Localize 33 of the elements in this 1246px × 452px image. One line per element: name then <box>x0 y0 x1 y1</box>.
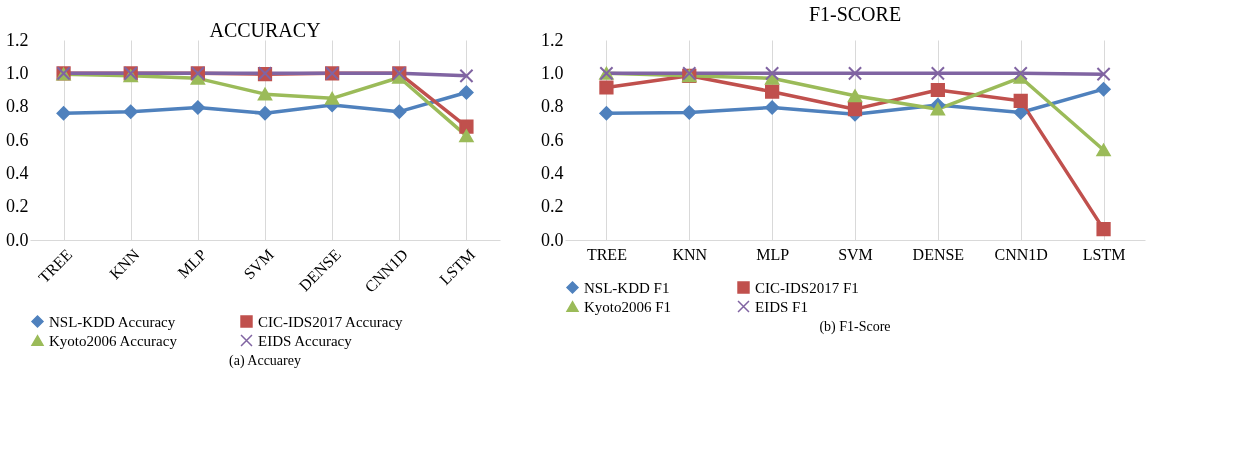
legend-label: EIDS F1 <box>755 298 808 315</box>
y-tick-label: 1.0 <box>6 62 29 83</box>
y-tick-label: 0.4 <box>6 162 29 183</box>
x-tick-label: DENSE <box>912 245 965 263</box>
y-tick-label: 0.0 <box>6 229 29 250</box>
chart-title: ACCURACY <box>209 19 321 41</box>
y-tick-label: 1.0 <box>541 62 564 83</box>
legend-label: CIC-IDS2017 Accuracy <box>258 313 404 330</box>
legend-label: NSL-KDD Accuracy <box>49 313 176 330</box>
x-tick-label: LSTM <box>1082 245 1126 263</box>
chart-title: F1-SCORE <box>808 3 902 25</box>
y-tick-label: 0.2 <box>6 196 29 217</box>
y-tick-label: 0.0 <box>541 229 564 250</box>
y-tick-label: 1.2 <box>541 29 564 50</box>
text: (a) Accuarey <box>229 353 301 369</box>
x-tick-label: CNN1D <box>994 245 1048 263</box>
legend-label: NSL-KDD F1 <box>584 279 670 296</box>
y-tick-label: 0.6 <box>541 129 564 150</box>
x-tick-label: SVM <box>838 245 873 263</box>
x-tick-label: KNN <box>672 245 708 263</box>
legend-label: CIC-IDS2017 F1 <box>755 279 859 296</box>
y-tick-label: 0.2 <box>541 196 564 217</box>
y-tick-label: 1.2 <box>6 29 29 50</box>
y-tick-label: 0.8 <box>541 96 564 117</box>
legend-label: Kyoto2006 F1 <box>584 298 672 315</box>
x-tick-label: TREE <box>586 245 627 263</box>
legend-label: EIDS Accuracy <box>258 332 353 349</box>
y-tick-label: 0.4 <box>541 162 564 183</box>
y-tick-label: 0.8 <box>6 96 29 117</box>
x-tick-label: MLP <box>756 245 790 263</box>
y-tick-label: 0.6 <box>6 129 29 150</box>
legend-label: Kyoto2006 Accuracy <box>49 332 178 349</box>
text: (b) F1-Score <box>819 319 891 335</box>
